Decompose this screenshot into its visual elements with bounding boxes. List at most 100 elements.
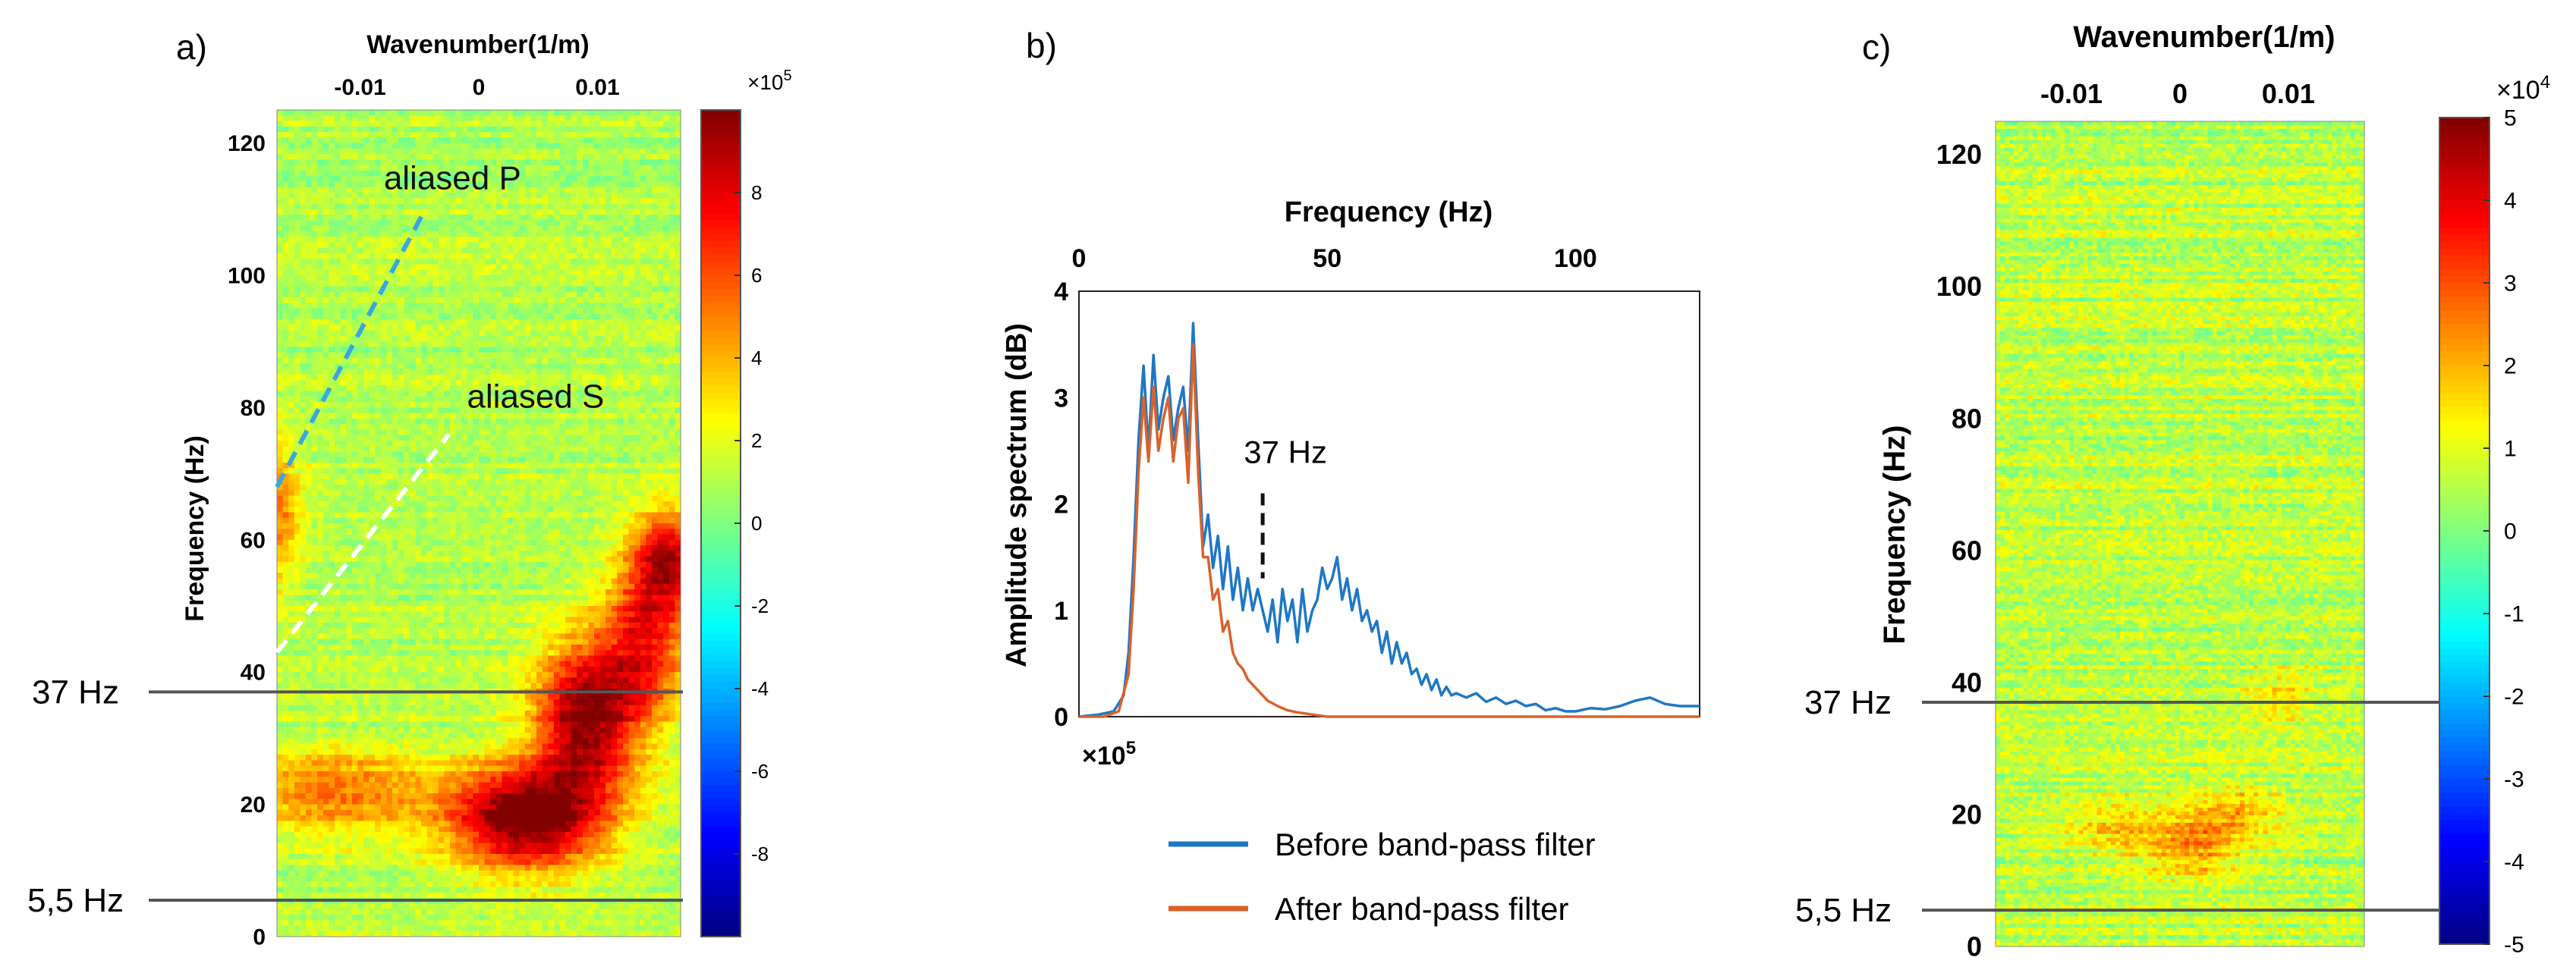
- heatmap-cell: [277, 171, 283, 177]
- heatmap-cell: [312, 209, 318, 215]
- panel-a-xlabel: Wavenumber(1/m): [366, 30, 589, 59]
- heatmap-cell: [508, 127, 514, 133]
- heatmap-cell: [323, 165, 329, 171]
- heatmap-cell: [283, 165, 289, 171]
- heatmap-cell: [473, 137, 479, 143]
- heatmap-cell: [415, 127, 421, 133]
- heatmap-cell: [370, 115, 376, 121]
- heatmap-cell: [565, 115, 571, 121]
- heatmap-cell: [312, 165, 318, 171]
- heatmap-cell: [543, 121, 549, 127]
- heatmap-cell: [594, 143, 600, 149]
- heatmap-cell: [571, 193, 577, 199]
- heatmap-cell: [658, 149, 664, 155]
- heatmap-cell: [294, 149, 300, 155]
- heatmap-cell: [363, 198, 370, 204]
- heatmap-cell: [329, 154, 335, 160]
- heatmap-cell: [559, 121, 565, 127]
- heatmap-cell: [323, 204, 329, 210]
- heatmap-cell: [652, 193, 658, 199]
- heatmap-cell: [306, 215, 312, 221]
- heatmap-cell: [594, 165, 600, 171]
- heatmap-cell: [623, 209, 629, 215]
- heatmap-cell: [456, 132, 462, 138]
- heatmap-cell: [634, 154, 640, 160]
- heatmap-cell: [283, 143, 289, 149]
- heatmap-cell: [594, 176, 600, 182]
- heatmap-cell: [554, 193, 560, 199]
- heatmap-cell: [306, 193, 312, 199]
- heatmap-cell: [306, 132, 312, 138]
- heatmap-cell: [543, 143, 549, 149]
- heatmap-cell: [283, 154, 289, 160]
- heatmap-cell: [404, 198, 410, 204]
- heatmap-cell: [323, 137, 329, 143]
- heatmap-cell: [530, 115, 536, 121]
- heatmap-cell: [646, 193, 652, 199]
- heatmap-cell: [530, 127, 536, 133]
- heatmap-cell: [352, 115, 358, 121]
- heatmap-cell: [583, 149, 589, 155]
- heatmap-cell: [675, 121, 681, 127]
- heatmap-cell: [288, 159, 294, 165]
- heatmap-cell: [490, 198, 496, 204]
- heatmap-cell: [398, 110, 404, 116]
- heatmap-cell: [571, 127, 577, 133]
- heatmap-cell: [663, 181, 669, 187]
- heatmap-cell: [352, 171, 358, 177]
- panel-a-x-ticks: -0.01 0 0.01: [334, 75, 619, 100]
- heatmap-cell: [536, 209, 543, 215]
- heatmap-cell: [634, 187, 640, 193]
- heatmap-cell: [583, 165, 589, 171]
- heatmap-cell: [623, 165, 629, 171]
- heatmap-cell: [640, 121, 646, 127]
- heatmap-cell: [577, 154, 583, 160]
- heatmap-cell: [559, 187, 565, 193]
- heatmap-cell: [640, 204, 646, 210]
- heatmap-cell: [663, 149, 669, 155]
- heatmap-cell: [623, 149, 629, 155]
- heatmap-cell: [456, 143, 462, 149]
- heatmap-cell: [525, 204, 531, 210]
- heatmap-cell: [277, 143, 283, 149]
- heatmap-cell: [617, 115, 623, 121]
- heatmap-cell: [565, 159, 571, 165]
- heatmap-cell: [352, 137, 358, 143]
- heatmap-cell: [605, 121, 612, 127]
- heatmap-cell: [588, 121, 594, 127]
- heatmap-cell: [329, 159, 335, 165]
- heatmap-cell: [554, 137, 560, 143]
- heatmap-cell: [663, 154, 669, 160]
- heatmap-cell: [381, 149, 387, 155]
- heatmap-cell: [404, 127, 410, 133]
- heatmap-cell: [634, 137, 640, 143]
- heatmap-cell: [415, 137, 421, 143]
- heatmap-cell: [288, 181, 294, 187]
- heatmap-cell: [514, 198, 520, 204]
- heatmap-cell: [335, 193, 341, 199]
- heatmap-cell: [548, 143, 554, 149]
- heatmap-cell: [421, 198, 427, 204]
- heatmap-cell: [294, 159, 300, 165]
- heatmap-cell: [605, 110, 612, 116]
- heatmap-cell: [432, 149, 439, 155]
- heatmap-cell: [485, 149, 491, 155]
- heatmap-cell: [335, 209, 341, 215]
- heatmap-cell: [306, 159, 312, 165]
- heatmap-cell: [658, 165, 664, 171]
- heatmap-cell: [473, 204, 479, 210]
- heatmap-cell: [370, 121, 376, 127]
- heatmap-cell: [658, 193, 664, 199]
- heatmap-cell: [467, 149, 473, 155]
- heatmap-cell: [490, 137, 496, 143]
- heatmap-cell: [663, 198, 669, 204]
- heatmap-cell: [559, 127, 565, 133]
- heatmap-cell: [519, 209, 525, 215]
- heatmap-cell: [536, 176, 543, 182]
- heatmap-cell: [559, 143, 565, 149]
- heatmap-cell: [536, 198, 543, 204]
- heatmap-cell: [525, 176, 531, 182]
- heatmap-cell: [588, 154, 594, 160]
- heatmap-cell: [386, 209, 392, 215]
- heatmap-cell: [312, 181, 318, 187]
